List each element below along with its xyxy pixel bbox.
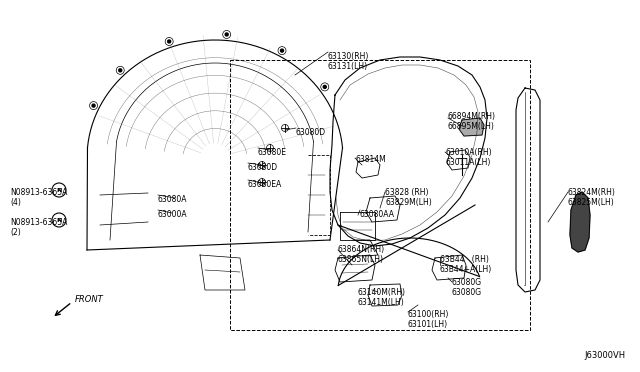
Text: 63828 (RH)
63829M(LH): 63828 (RH) 63829M(LH) [385, 188, 432, 208]
Text: 63864N(RH)
63865N(LH): 63864N(RH) 63865N(LH) [338, 245, 385, 264]
Polygon shape [570, 192, 590, 252]
Circle shape [225, 33, 228, 36]
Text: 63814M: 63814M [355, 155, 386, 164]
Text: N08913-6365A
(4): N08913-6365A (4) [10, 188, 67, 208]
Text: 63080G
63080G: 63080G 63080G [452, 278, 482, 297]
Text: 63080AA: 63080AA [360, 210, 395, 219]
Text: 63080D: 63080D [248, 163, 278, 172]
Text: N08913-6365A
(2): N08913-6365A (2) [10, 218, 67, 237]
Text: 63080EA: 63080EA [248, 180, 282, 189]
Circle shape [119, 69, 122, 72]
Bar [230, 60, 530, 330]
Text: 63080A: 63080A [158, 195, 188, 204]
Text: N: N [56, 187, 61, 192]
Text: 63824M(RH)
63825M(LH): 63824M(RH) 63825M(LH) [568, 188, 616, 208]
Text: 63130(RH)
63131(LH): 63130(RH) 63131(LH) [328, 52, 369, 71]
Circle shape [280, 49, 284, 52]
Text: 66894M(RH)
66895M(LH): 66894M(RH) 66895M(LH) [448, 112, 496, 131]
Text: 63100(RH)
63101(LH): 63100(RH) 63101(LH) [408, 310, 449, 329]
Text: 63000A: 63000A [158, 210, 188, 219]
Text: 63B44   (RH)
63B44+A(LH): 63B44 (RH) 63B44+A(LH) [440, 255, 492, 275]
Text: 63140M(RH)
63141M(LH): 63140M(RH) 63141M(LH) [358, 288, 406, 307]
Text: 63080D: 63080D [296, 128, 326, 137]
Text: FRONT: FRONT [75, 295, 104, 304]
Polygon shape [459, 118, 484, 136]
Text: 63080E: 63080E [258, 148, 287, 157]
Circle shape [323, 86, 326, 89]
Circle shape [92, 104, 95, 107]
Circle shape [168, 40, 171, 43]
Text: 63010A(RH)
63011A(LH): 63010A(RH) 63011A(LH) [445, 148, 492, 167]
Text: J63000VH: J63000VH [584, 351, 625, 360]
Text: N: N [56, 218, 61, 222]
